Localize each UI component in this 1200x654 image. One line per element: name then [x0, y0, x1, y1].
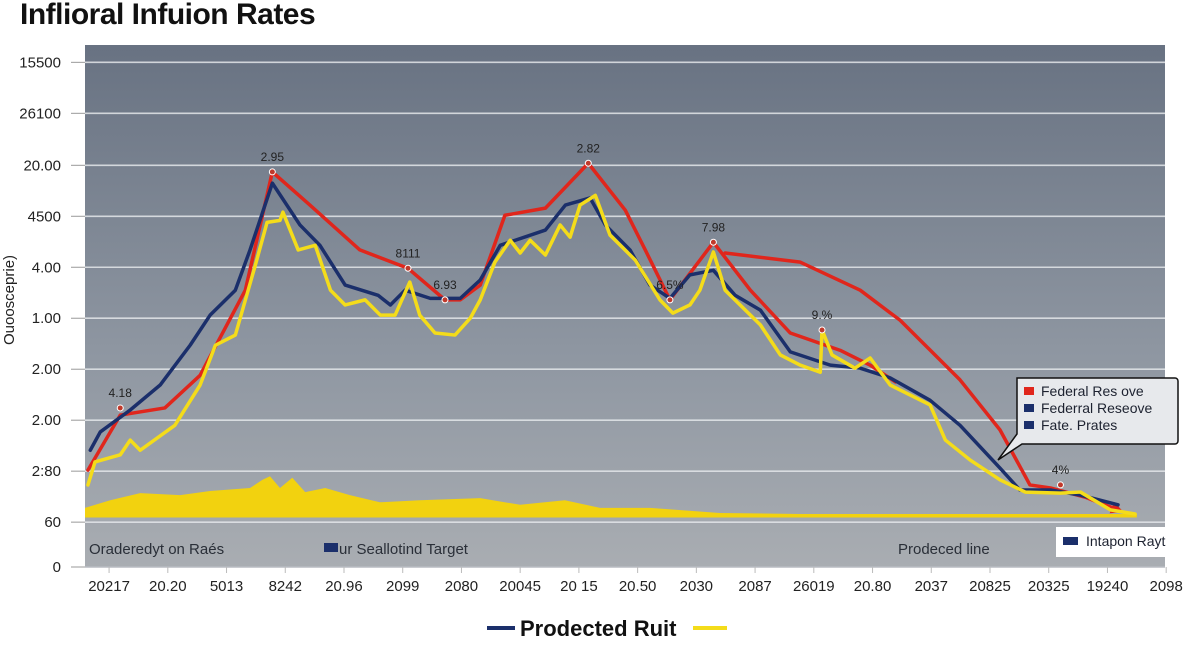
legend-swatch	[1024, 387, 1034, 395]
x-tick-label: 19240	[1087, 578, 1129, 595]
annotation-label: 8111	[396, 246, 421, 260]
annotation-label: 2.95	[261, 150, 285, 164]
annotation-marker	[441, 296, 449, 304]
annotation-label: 7.98	[702, 220, 726, 234]
legend-item-label: Fate. Prates	[1041, 417, 1117, 433]
yellow-series-line	[86, 193, 1137, 516]
annotation-marker	[268, 168, 276, 176]
inner-box-label: Intapon Rayt	[1086, 533, 1165, 549]
bottom-legend-label: Prodected Ruit	[520, 616, 677, 641]
y-tick-label: 26100	[19, 105, 61, 122]
annotation-label: 6.5%	[656, 278, 684, 292]
x-tick-label: 20.80	[854, 578, 892, 595]
x-tick-label: 2087	[738, 578, 771, 595]
annotation-marker	[818, 326, 826, 334]
x-tick-label: 2030	[680, 578, 713, 595]
legend-item-label: Federral Reseove	[1041, 400, 1152, 416]
chart-title: Inflioral Infuion Rates	[20, 0, 316, 31]
yellow-area	[85, 476, 1137, 517]
annotation-marker	[404, 264, 412, 272]
annotation-label: 4%	[1052, 463, 1070, 477]
target-swatch	[324, 543, 338, 552]
x-tick-label: 2080	[445, 578, 478, 595]
inner-label-target: ur Seallotind Target	[339, 541, 469, 558]
y-tick-label: 20.00	[23, 157, 61, 174]
blue-series-line	[88, 181, 1120, 507]
x-tick-label: 26019	[793, 578, 835, 595]
x-tick-label: 20825	[969, 578, 1011, 595]
annotation-marker	[666, 296, 674, 304]
x-tick-label: 5013	[210, 578, 243, 595]
annotation-marker	[584, 159, 592, 167]
y-tick-label: 2.00	[32, 361, 61, 378]
annotation-marker	[116, 404, 124, 412]
x-tick-label: 20.20	[149, 578, 187, 595]
y-tick-label: 4.00	[32, 259, 61, 276]
annotation-label: 4.18	[109, 386, 133, 400]
x-tick-label: 8242	[269, 578, 302, 595]
annotation-marker	[709, 238, 717, 246]
y-tick-label: 60	[44, 514, 61, 531]
annotation-label: 9.%	[812, 308, 833, 322]
legend-swatch	[1024, 421, 1034, 429]
x-tick-label: 20 15	[560, 578, 598, 595]
inner-label-projected: Prodeced line	[898, 541, 990, 558]
y-tick-label: 15500	[19, 54, 61, 71]
annotation-label: 2.82	[577, 141, 601, 155]
x-tick-label: 20.96	[325, 578, 363, 595]
y-tick-label: 2.00	[32, 412, 61, 429]
legend-swatch	[1024, 404, 1034, 412]
y-tick-label: 2:80	[32, 463, 61, 480]
inner-label-left: Oraderedyt on Raés	[89, 541, 224, 558]
x-tick-label: 20.50	[619, 578, 657, 595]
bottom-legend: Prodected Ruit	[487, 616, 727, 641]
x-tick-label: 20045	[499, 578, 541, 595]
inner-box-swatch	[1063, 537, 1078, 545]
annotation-marker	[1056, 481, 1064, 489]
x-tick-label: 2098	[1149, 578, 1182, 595]
annotation-label: 6.93	[433, 278, 457, 292]
y-tick-label: 1.00	[32, 310, 61, 327]
red-series-line	[86, 161, 898, 472]
y-axis-label: Ouoosceprie)	[1, 255, 18, 345]
x-tick-label: 20325	[1028, 578, 1070, 595]
x-tick-label: 2037	[915, 578, 948, 595]
x-tick-label: 20217	[88, 578, 130, 595]
y-tick-label: 0	[53, 559, 61, 576]
y-tick-label: 4500	[28, 208, 61, 225]
x-tick-label: 2099	[386, 578, 419, 595]
legend-item-label: Federal Res ove	[1041, 383, 1144, 399]
